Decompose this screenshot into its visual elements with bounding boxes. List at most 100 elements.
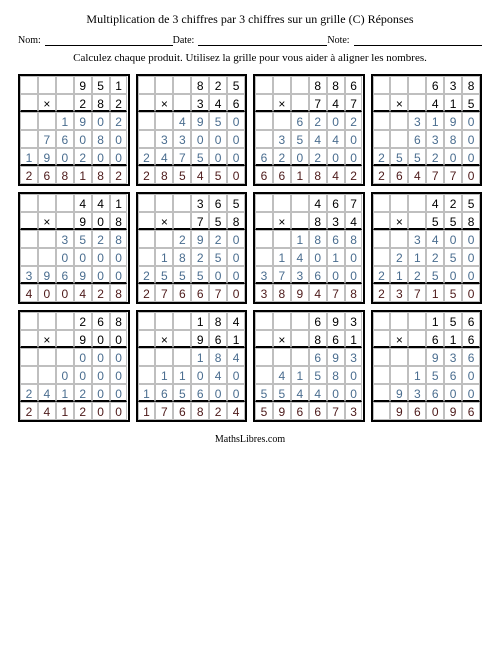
grid-cell: 0 [227,148,245,166]
grid-cell: × [390,94,408,112]
grid-cell: 2 [390,248,408,266]
grid-cell: 4 [273,366,291,384]
grid-cell: 8 [444,130,462,148]
grid-cell: 6 [38,166,56,184]
grid-cell: 2 [110,166,128,184]
grid-cell: 4 [408,166,426,184]
grid-cell: 2 [345,112,363,130]
grid-cell [138,112,156,130]
grid-cell [373,230,391,248]
grid-cell: 8 [155,166,173,184]
header-row: Nom: Date: Note: [18,35,482,46]
grid-cell: 4 [291,248,309,266]
grid-cell [273,112,291,130]
grid-cell: 4 [20,284,38,302]
grid-cell: 2 [444,194,462,212]
grid-cell [138,348,156,366]
grid-cell: 4 [426,94,444,112]
grid-cell: 6 [462,312,480,330]
grid-cell [373,384,391,402]
grid-cell: × [273,94,291,112]
grid-cell [390,366,408,384]
grid-cell: 9 [327,348,345,366]
grid-cell [138,230,156,248]
grid-cell: 0 [92,248,110,266]
problem: 156×61693615609360096096 [371,310,483,422]
grid-cell: 0 [345,384,363,402]
grid-cell: 0 [462,166,480,184]
grid-cell: 0 [92,112,110,130]
grid-cell: 8 [309,330,327,348]
grid-cell: 2 [20,384,38,402]
grid-cell: 1 [426,284,444,302]
grid-cell: 2 [209,230,227,248]
grid-cell: 9 [74,112,92,130]
grid-cell: 0 [92,402,110,420]
grid-cell: 4 [92,194,110,212]
problem: 365×758292018250255500276670 [136,192,248,304]
grid-cell: 2 [426,148,444,166]
grid-cell [38,230,56,248]
grid-cell: 0 [110,148,128,166]
grid-cell: 8 [462,76,480,94]
grid-cell [173,312,191,330]
grid-cell [291,312,309,330]
grid-cell [155,348,173,366]
problems-grid: 951×282190276080190200268182825×34649503… [18,74,482,422]
grid-cell: 6 [408,130,426,148]
grid-cell: 2 [309,112,327,130]
grid-cell: 1 [173,366,191,384]
grid-cell [173,348,191,366]
grid-cell: 1 [408,248,426,266]
grid-cell: 2 [138,148,156,166]
grid-cell: 2 [209,402,227,420]
grid-cell: 0 [92,266,110,284]
grid-cell: 3 [173,130,191,148]
grid-cell: 0 [444,266,462,284]
grid-cell [390,112,408,130]
grid-cell: 0 [462,112,480,130]
grid-cell: 9 [74,330,92,348]
nom-label: Nom: [18,35,41,46]
grid-cell: × [38,330,56,348]
grid-cell [373,194,391,212]
date-label: Date: [173,35,195,46]
grid-cell: 6 [56,130,74,148]
grid-cell: × [155,212,173,230]
grid-cell [373,330,391,348]
grid-cell: 0 [227,284,245,302]
grid-cell: 0 [209,384,227,402]
grid-cell: 9 [191,330,209,348]
grid-cell: 6 [327,194,345,212]
grid-cell: 2 [138,284,156,302]
grid-cell [373,112,391,130]
grid-cell: 0 [227,266,245,284]
grid-cell [273,230,291,248]
grid-cell: 5 [255,384,273,402]
grid-cell: 1 [110,76,128,94]
grid-cell [291,94,309,112]
grid-cell: 3 [408,112,426,130]
grid-cell [20,112,38,130]
grid-cell: 6 [227,94,245,112]
grid-cell [273,312,291,330]
grid-cell: 5 [173,166,191,184]
grid-cell: 6 [209,194,227,212]
grid-cell: 3 [327,212,345,230]
grid-cell [56,312,74,330]
grid-cell: 1 [291,230,309,248]
grid-cell [291,330,309,348]
grid-cell: 2 [408,266,426,284]
grid-cell: 1 [426,112,444,130]
grid-cell: 8 [273,284,291,302]
grid-cell [20,248,38,266]
grid-cell: 5 [426,266,444,284]
grid-cell: 1 [390,266,408,284]
grid-cell [20,94,38,112]
grid-cell: 5 [191,266,209,284]
grid-cell: 0 [444,230,462,248]
problem: 425×558340021250212500237150 [371,192,483,304]
grid-cell: 0 [309,248,327,266]
grid-cell [255,194,273,212]
date-field: Date: [173,35,328,46]
